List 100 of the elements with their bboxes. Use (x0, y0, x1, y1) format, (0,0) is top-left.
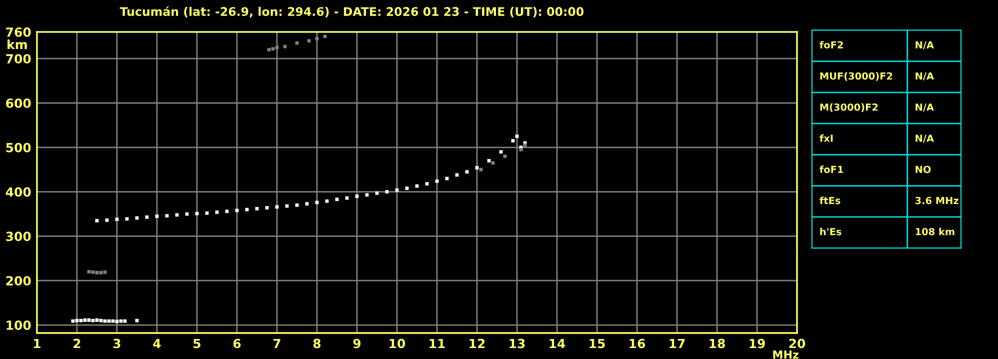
x-tick-label: 14 (550, 338, 566, 348)
point (275, 46, 279, 50)
text: N/A (916, 72, 934, 80)
point (75, 318, 79, 322)
point (175, 213, 179, 217)
chart-title: Tucumán (lat: -26.9, lon: 294.6) - DATE: 2026 01 23 - TIME (UT): 00:00 (120, 6, 584, 18)
text: ftEs (820, 196, 840, 204)
x-tick-label: 17 (670, 338, 685, 348)
point (455, 173, 459, 177)
point (145, 215, 149, 219)
y-tick-label: 700 (6, 54, 31, 64)
point (105, 218, 109, 222)
point (275, 205, 279, 209)
text: 3.6 MHz (915, 196, 958, 204)
text: M(3000)F2 (820, 103, 878, 112)
point (83, 318, 87, 322)
point (115, 320, 119, 324)
point (435, 179, 439, 183)
point (283, 44, 287, 48)
point (465, 170, 469, 174)
point (307, 39, 311, 43)
x-tick-label: 13 (510, 338, 525, 348)
x-tick-label: 6 (233, 338, 241, 348)
point (499, 150, 503, 154)
point (385, 190, 389, 194)
text: N/A (916, 104, 934, 112)
point (103, 319, 107, 323)
point (271, 47, 275, 51)
text: NO (916, 166, 931, 174)
x-tick-label: 9 (353, 338, 361, 348)
text: foF1 (820, 166, 844, 174)
x-tick-label: 11 (430, 338, 445, 348)
x-tick-label: 20 (789, 338, 806, 348)
point (475, 166, 479, 170)
x-axis-title: MHz (773, 350, 798, 359)
point (305, 202, 309, 206)
point (225, 210, 229, 214)
point (135, 318, 139, 322)
text: h'Es (820, 228, 842, 236)
point (375, 191, 379, 195)
point (155, 214, 159, 218)
point (119, 319, 123, 323)
point (103, 270, 107, 274)
x-tick-label: 10 (390, 338, 406, 348)
point (91, 318, 95, 322)
point (185, 212, 189, 216)
point (195, 212, 199, 216)
point (255, 206, 259, 210)
point (487, 159, 491, 162)
text: fxI (820, 134, 833, 142)
point (265, 206, 269, 210)
y-tick-label: 760 (6, 27, 31, 37)
text: N/A (916, 134, 934, 143)
point (115, 218, 119, 222)
point (425, 182, 429, 186)
y-tick-label: 300 (6, 232, 31, 242)
text: N/A (916, 41, 934, 50)
point (95, 270, 99, 274)
point (125, 217, 129, 221)
text: MUF(3000)F2 (820, 72, 892, 81)
point (503, 154, 507, 158)
x-tick-label: 5 (194, 338, 200, 348)
x-tick-label: 2 (74, 338, 80, 348)
point (267, 48, 271, 52)
point (295, 203, 299, 207)
x-tick-label: 19 (750, 338, 765, 348)
x-tick-label: 7 (273, 338, 280, 348)
point (365, 193, 369, 197)
point (335, 198, 339, 202)
x-tick-label: 1 (34, 338, 40, 348)
x-tick-label: 15 (590, 338, 605, 348)
point (315, 36, 319, 40)
point (511, 139, 515, 142)
point (295, 41, 299, 45)
point (325, 199, 329, 203)
point (99, 318, 103, 322)
point (107, 319, 111, 323)
point (515, 134, 519, 138)
y-tick-label: 400 (6, 187, 31, 197)
point (135, 216, 139, 220)
text: 108 km (916, 228, 954, 236)
point (405, 186, 409, 190)
y-tick-label: 200 (6, 276, 31, 286)
point (87, 318, 91, 322)
point (355, 194, 359, 198)
point (491, 161, 495, 165)
point (79, 318, 83, 322)
y-tick-label: 500 (6, 142, 31, 152)
point (123, 319, 127, 323)
point (235, 208, 239, 212)
point (87, 270, 91, 274)
point (215, 210, 219, 214)
point (323, 34, 327, 38)
point (99, 270, 103, 274)
point (479, 168, 483, 172)
point (95, 218, 99, 222)
text: foF2 (820, 41, 843, 49)
x-tick-label: 3 (113, 338, 120, 348)
x-tick-label: 8 (313, 338, 321, 348)
y-axis-title: km (8, 39, 27, 49)
